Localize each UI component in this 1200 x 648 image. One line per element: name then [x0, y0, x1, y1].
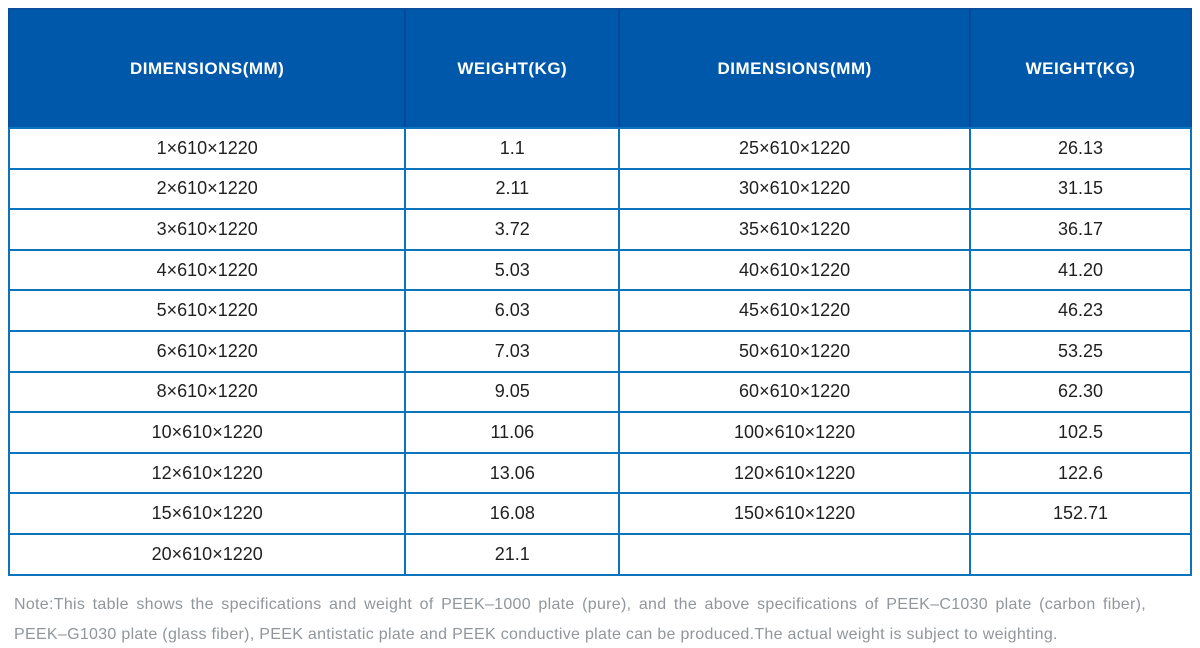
- dimensions-cell: 5×610×1220: [8, 291, 407, 332]
- dimensions-cell: 35×610×1220: [620, 210, 971, 251]
- weight-cell: 21.1: [406, 534, 621, 576]
- dimensions-cell: 120×610×1220: [620, 453, 971, 495]
- dimensions-cell: 100×610×1220: [620, 413, 971, 454]
- dimensions-cell: 15×610×1220: [8, 494, 407, 535]
- table-row: 10×610×1220 11.06 100×610×1220 102.5: [8, 413, 1192, 454]
- table-row: 5×610×1220 6.03 45×610×1220 46.23: [8, 291, 1192, 332]
- weight-cell: 122.6: [970, 453, 1192, 495]
- table-row: 12×610×1220 13.06 120×610×1220 122.6: [8, 453, 1192, 495]
- weight-cell: 36.17: [970, 210, 1192, 251]
- dimensions-cell: 40×610×1220: [620, 250, 971, 292]
- dimensions-cell: 25×610×1220: [620, 127, 971, 170]
- weight-cell: 152.71: [970, 494, 1192, 535]
- weight-cell: 102.5: [970, 413, 1192, 454]
- weight-cell: 5.03: [406, 250, 621, 292]
- table-row: 20×610×1220 21.1: [8, 534, 1192, 576]
- dimensions-cell: 1×610×1220: [8, 127, 407, 170]
- table-row: 1×610×1220 1.1 25×610×1220 26.13: [8, 127, 1192, 170]
- weight-cell: 2.11: [406, 169, 621, 211]
- weight-cell: 46.23: [970, 291, 1192, 332]
- col-header-weight-right: WEIGHT(KG): [970, 8, 1192, 127]
- dimensions-cell: 4×610×1220: [8, 250, 407, 292]
- table-row: 4×610×1220 5.03 40×610×1220 41.20: [8, 250, 1192, 292]
- dimensions-cell: 10×610×1220: [8, 413, 407, 454]
- table-row: 8×610×1220 9.05 60×610×1220 62.30: [8, 372, 1192, 414]
- dimensions-cell: 50×610×1220: [620, 331, 971, 373]
- weight-cell: 41.20: [970, 250, 1192, 292]
- col-header-dimensions-right: DIMENSIONS(MM): [620, 8, 971, 127]
- col-header-weight-left: WEIGHT(KG): [406, 8, 621, 127]
- table-header-row: DIMENSIONS(MM) WEIGHT(KG) DIMENSIONS(MM)…: [8, 8, 1192, 127]
- col-header-dimensions-left: DIMENSIONS(MM): [8, 8, 407, 127]
- table-row: 15×610×1220 16.08 150×610×1220 152.71: [8, 494, 1192, 535]
- weight-cell: 53.25: [970, 331, 1192, 373]
- table-body: 1×610×1220 1.1 25×610×1220 26.13 2×610×1…: [8, 127, 1192, 576]
- footnote-line-2: PEEK–G1030 plate (glass fiber), PEEK ant…: [14, 625, 1058, 643]
- weight-cell: 3.72: [406, 210, 621, 251]
- dimensions-cell: 2×610×1220: [8, 169, 407, 211]
- weight-cell: 1.1: [406, 127, 621, 170]
- dimensions-cell: 6×610×1220: [8, 331, 407, 373]
- dimensions-cell: [620, 534, 971, 576]
- weight-cell: 16.08: [406, 494, 621, 535]
- dimensions-cell: 60×610×1220: [620, 372, 971, 414]
- dimensions-cell: 30×610×1220: [620, 169, 971, 211]
- dimensions-cell: 150×610×1220: [620, 494, 971, 535]
- table-row: 3×610×1220 3.72 35×610×1220 36.17: [8, 210, 1192, 251]
- footnote-line-1: Note:This table shows the specifications…: [14, 595, 1146, 613]
- weight-cell: 6.03: [406, 291, 621, 332]
- weight-cell: 26.13: [970, 127, 1192, 170]
- table-footnote: Note:This table shows the specifications…: [14, 590, 1146, 648]
- weight-cell: 62.30: [970, 372, 1192, 414]
- dimensions-cell: 20×610×1220: [8, 534, 407, 576]
- table-row: 6×610×1220 7.03 50×610×1220 53.25: [8, 331, 1192, 373]
- weight-cell: 13.06: [406, 453, 621, 495]
- weight-cell: [970, 534, 1192, 576]
- dimensions-cell: 45×610×1220: [620, 291, 971, 332]
- dimensions-cell: 12×610×1220: [8, 453, 407, 495]
- weight-cell: 9.05: [406, 372, 621, 414]
- dimensions-cell: 8×610×1220: [8, 372, 407, 414]
- peek-plate-spec-table: DIMENSIONS(MM) WEIGHT(KG) DIMENSIONS(MM)…: [8, 8, 1192, 576]
- weight-cell: 31.15: [970, 169, 1192, 211]
- weight-cell: 7.03: [406, 331, 621, 373]
- table-row: 2×610×1220 2.11 30×610×1220 31.15: [8, 169, 1192, 211]
- weight-cell: 11.06: [406, 413, 621, 454]
- dimensions-cell: 3×610×1220: [8, 210, 407, 251]
